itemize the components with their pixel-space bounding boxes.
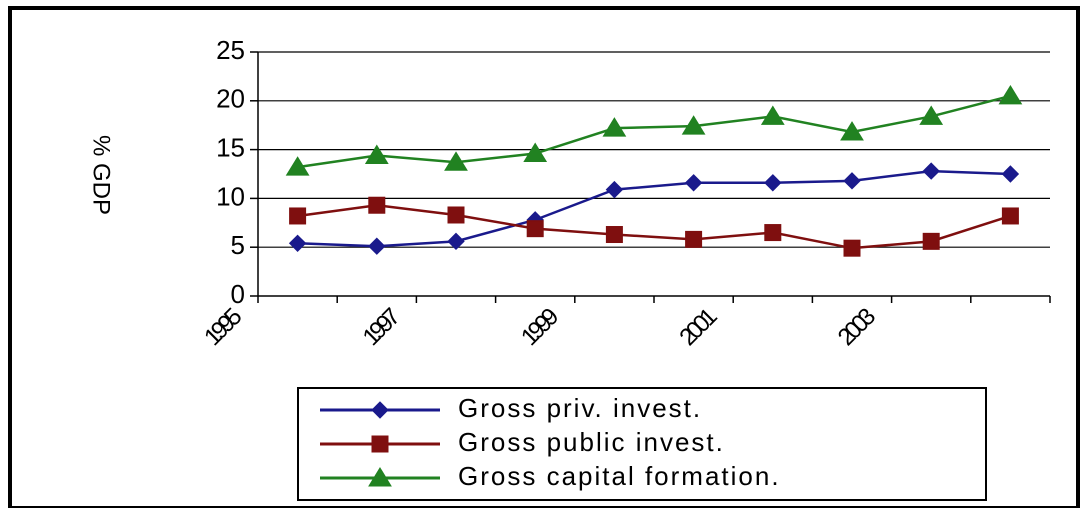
legend-label: Gross public invest. <box>458 427 725 457</box>
series-line <box>297 94 1011 169</box>
point <box>444 151 468 171</box>
y-tick-label: 15 <box>216 132 245 162</box>
point <box>289 207 307 225</box>
point <box>843 172 861 190</box>
point <box>602 117 627 137</box>
point <box>605 180 624 199</box>
point <box>605 226 623 244</box>
point <box>368 237 386 255</box>
legend-label: Gross priv. invest. <box>458 393 702 423</box>
point <box>919 105 944 125</box>
point <box>447 206 465 224</box>
y-tick-label: 0 <box>231 279 245 309</box>
point <box>764 174 782 192</box>
y-tick-label: 25 <box>216 35 245 65</box>
point <box>368 196 386 214</box>
y-tick-label: 10 <box>216 181 245 211</box>
point <box>922 232 940 250</box>
point <box>364 144 389 164</box>
legend-marker <box>368 467 392 487</box>
series-line <box>297 203 1011 250</box>
point <box>288 234 307 253</box>
point <box>998 84 1023 105</box>
legend-label: Gross capital formation. <box>458 461 781 491</box>
point <box>685 230 703 248</box>
point <box>764 224 782 242</box>
series-line <box>297 169 1011 248</box>
point <box>523 142 548 163</box>
legend-marker <box>371 435 389 453</box>
legend-marker <box>371 401 389 419</box>
point <box>526 220 544 238</box>
point <box>840 121 864 141</box>
point <box>1001 165 1020 183</box>
point <box>1001 207 1019 225</box>
y-tick-label: 5 <box>231 230 245 260</box>
point <box>681 115 706 135</box>
y-tick-label: 20 <box>216 84 245 114</box>
point <box>684 174 703 192</box>
point <box>922 162 940 180</box>
point <box>447 232 465 251</box>
point <box>285 156 310 176</box>
point <box>760 105 785 125</box>
y-axis-label: % GDP <box>88 135 115 215</box>
point <box>843 239 861 257</box>
